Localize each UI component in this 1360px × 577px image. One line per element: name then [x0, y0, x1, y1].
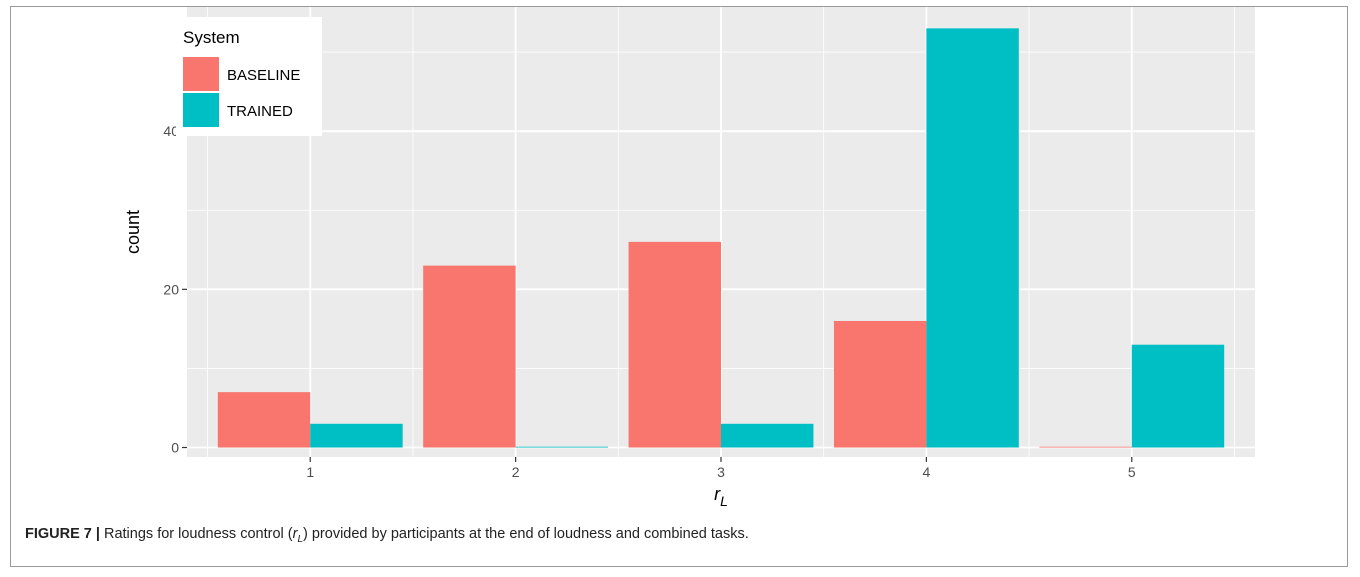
bar-baseline-3: [628, 241, 721, 448]
bar-trained-5: [1131, 344, 1225, 448]
figure-caption: FIGURE 7 | Ratings for loudness control …: [25, 526, 1335, 545]
bar-trained-3: [721, 423, 814, 448]
x-axis-title: rL: [714, 484, 728, 509]
caption-text-before: Ratings for loudness control (: [99, 526, 293, 542]
caption-symbol-subscript: L: [297, 533, 303, 545]
x-tick-label: 1: [306, 464, 314, 480]
bar-baseline-5: [1039, 446, 1132, 448]
bar-baseline-2: [423, 265, 516, 448]
bar-trained-1: [310, 423, 403, 448]
x-axis: 1 2 3 4 5: [306, 457, 1136, 480]
legend-label-baseline: BASELINE: [227, 67, 300, 84]
x-tick-label: 3: [717, 464, 725, 480]
caption-symbol-base: r: [292, 526, 298, 542]
bars: [217, 28, 1225, 448]
caption-symbol: rL: [292, 526, 303, 545]
legend-title: System: [183, 28, 240, 47]
bar-chart: 0 20 40 1 2 3 4 5 count rL System BASELINE TRAI…: [123, 7, 1255, 509]
bar-trained-4: [926, 28, 1019, 448]
y-axis: 0 20 40: [163, 123, 187, 456]
legend-key-trained: [183, 93, 219, 127]
x-tick-label: 2: [512, 464, 520, 480]
x-axis-title-subscript: L: [720, 493, 728, 509]
legend-key-baseline: [183, 57, 219, 91]
y-tick-label: 20: [163, 281, 179, 297]
x-axis-title-symbol: r: [714, 484, 721, 504]
caption-text-after: ) provided by participants at the end of…: [303, 526, 749, 542]
caption-label: FIGURE 7 |: [25, 526, 100, 542]
y-axis-title: count: [123, 210, 143, 254]
y-tick-label: 40: [163, 123, 179, 139]
bar-baseline-1: [217, 392, 311, 448]
y-tick-label: 0: [171, 440, 179, 456]
legend: System BASELINE TRAINED: [176, 17, 322, 136]
x-tick-label: 4: [922, 464, 930, 480]
bar-baseline-4: [833, 320, 927, 448]
x-tick-label: 5: [1128, 464, 1136, 480]
legend-label-trained: TRAINED: [227, 103, 293, 120]
bar-trained-2: [515, 446, 609, 448]
